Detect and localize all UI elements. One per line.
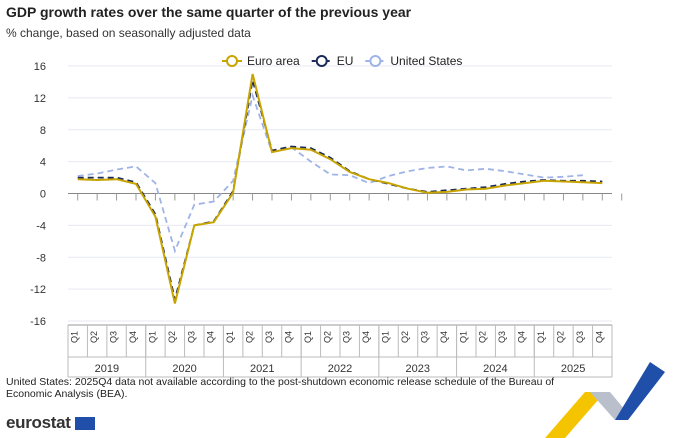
x-tick-label: Q4 (206, 331, 216, 343)
y-tick-label: 16 (34, 61, 46, 73)
x-tick-label: Q4 (361, 331, 371, 343)
x-tick-label: Q4 (128, 331, 138, 343)
y-tick-label: -8 (36, 252, 46, 264)
x-tick-label: Q4 (594, 331, 604, 343)
x-tick-label: Q3 (575, 331, 585, 343)
y-tick-label: -4 (36, 220, 46, 232)
x-tick-label: Q2 (245, 331, 255, 343)
year-label: 2021 (250, 363, 274, 375)
x-tick-label: Q2 (400, 331, 410, 343)
x-tick-label: Q2 (322, 331, 332, 343)
x-tick-label: Q2 (89, 331, 99, 343)
series-line-euro-area (77, 73, 603, 304)
year-label: 2022 (328, 363, 352, 375)
logo-swoosh-blue (615, 362, 665, 420)
series-line-eu (77, 80, 603, 300)
legend-marker (226, 55, 238, 67)
legend-marker (315, 55, 328, 67)
x-tick-label: Q1 (147, 331, 157, 343)
legend-label: United States (390, 54, 462, 68)
x-tick-label: Q4 (517, 331, 527, 343)
x-tick-label: Q4 (439, 331, 449, 343)
y-tick-label: 8 (40, 125, 46, 137)
logo-text: eurostat (6, 413, 71, 432)
eu-flag-icon (75, 417, 96, 431)
y-tick-label: 12 (34, 93, 46, 105)
y-tick-label: -12 (30, 284, 46, 296)
x-tick-label: Q2 (478, 331, 488, 343)
year-label: 2019 (95, 363, 119, 375)
x-tick-label: Q1 (70, 331, 80, 343)
chart-title: GDP growth rates over the same quarter o… (6, 4, 412, 20)
x-tick-label: Q3 (497, 331, 507, 343)
legend-label: EU (337, 54, 354, 68)
x-tick-label: Q4 (283, 331, 293, 343)
year-label: 2023 (405, 363, 429, 375)
legend-label: Euro area (247, 54, 300, 68)
y-tick-label: 0 (40, 189, 46, 201)
year-label: 2024 (483, 363, 507, 375)
series-line-united-states (77, 92, 583, 254)
y-tick-label: 4 (40, 157, 46, 169)
x-tick-label: Q1 (458, 331, 468, 343)
x-tick-label: Q3 (264, 331, 274, 343)
x-tick-label: Q2 (167, 331, 177, 343)
year-label: 2025 (561, 363, 585, 375)
logo-swoosh-yellow (545, 392, 605, 438)
x-tick-label: Q3 (186, 331, 196, 343)
x-tick-label: Q1 (303, 331, 313, 343)
x-tick-label: Q1 (381, 331, 391, 343)
x-tick-label: Q1 (225, 331, 235, 343)
eurostat-logo: eurostat (6, 413, 96, 433)
y-tick-label: -16 (30, 316, 46, 328)
x-tick-label: Q2 (555, 331, 565, 343)
x-tick-label: Q1 (536, 331, 546, 343)
footnote: United States: 2025Q4 data not available… (6, 376, 555, 400)
logo-swoosh-grey (590, 392, 625, 420)
x-tick-label: Q3 (419, 331, 429, 343)
x-tick-label: Q3 (342, 331, 352, 343)
legend-marker (369, 55, 382, 67)
x-tick-label: Q3 (109, 331, 119, 343)
year-label: 2020 (172, 363, 196, 375)
chart-subtitle: % change, based on seasonally adjusted d… (6, 26, 251, 40)
